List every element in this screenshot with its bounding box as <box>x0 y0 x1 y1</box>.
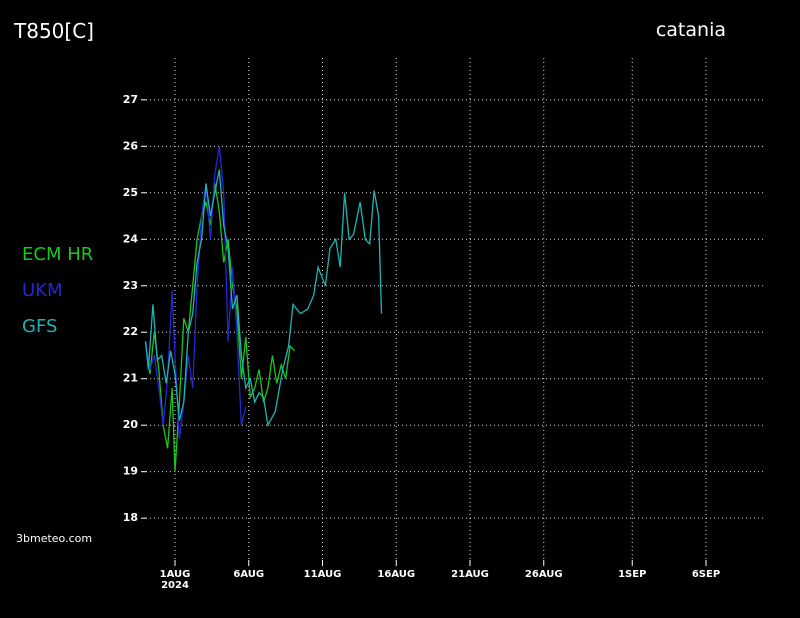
x-year-label: 2024 <box>161 580 189 591</box>
x-tick-label: 26AUG <box>525 569 563 580</box>
y-tick-label: 24 <box>123 232 139 245</box>
x-tick-label: 1SEP <box>618 569 646 580</box>
y-tick-label: 27 <box>123 93 138 106</box>
credit: 3bmeteo.com <box>16 532 92 545</box>
x-tick-label: 21AUG <box>451 569 489 580</box>
x-tick-label: 11AUG <box>304 569 342 580</box>
y-tick-label: 25 <box>123 186 138 199</box>
y-tick-label: 18 <box>123 511 138 524</box>
series-line <box>144 146 247 440</box>
y-tick-label: 19 <box>123 465 138 478</box>
x-tick-label: 6SEP <box>692 569 720 580</box>
series-line <box>144 169 383 428</box>
chart-subtitle: catania <box>656 19 726 41</box>
y-tick-label: 20 <box>123 418 139 431</box>
y-tick-label: 23 <box>123 279 138 292</box>
legend-entry: UKM <box>22 280 63 301</box>
chart-title: T850[C] <box>13 19 94 43</box>
legend-entry: ECM HR <box>22 244 93 265</box>
y-tick-label: 21 <box>123 372 138 385</box>
x-tick-label: 6AUG <box>233 569 264 580</box>
series-line <box>144 183 295 472</box>
legend-entry: GFS <box>22 316 57 337</box>
x-tick-label: 1AUG <box>160 569 191 580</box>
y-tick-label: 26 <box>123 139 139 152</box>
y-tick-label: 22 <box>123 325 138 338</box>
x-tick-label: 16AUG <box>377 569 415 580</box>
